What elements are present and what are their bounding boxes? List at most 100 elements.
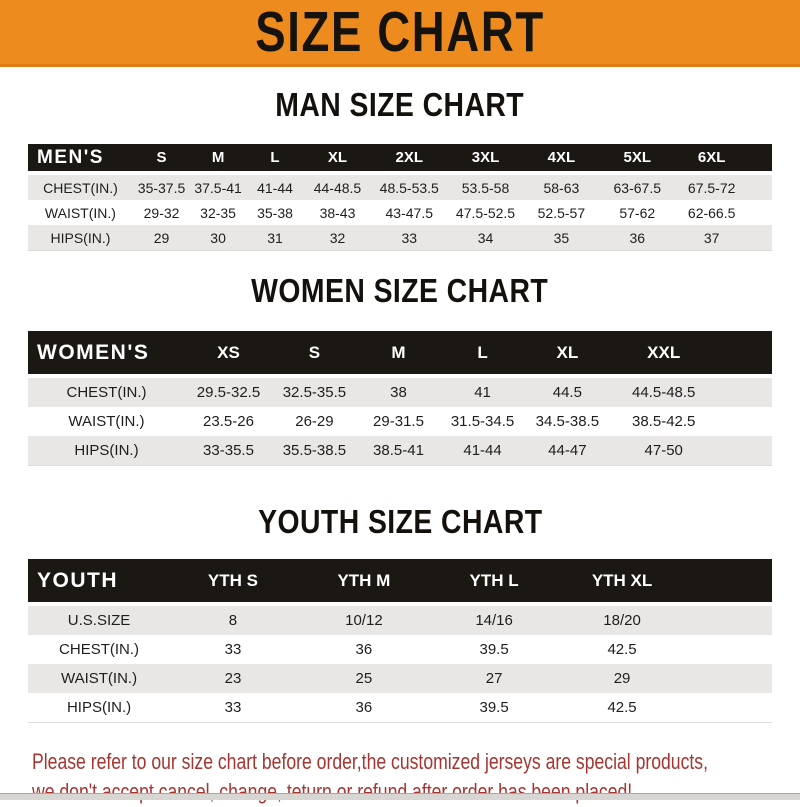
filler-cell — [717, 436, 772, 466]
youth-chest-row: CHEST(IN.) 33 36 39.5 42.5 — [28, 635, 772, 664]
cell: 18/20 — [556, 606, 688, 635]
cell: 27 — [431, 664, 557, 693]
cell: 38.5-41 — [356, 436, 441, 466]
cell: 42.5 — [556, 635, 688, 664]
cell: 53.5-58 — [447, 175, 524, 200]
cell: 32 — [304, 225, 371, 251]
men-section-heading-text: MAN SIZE CHART — [275, 86, 525, 123]
cell: 25 — [295, 664, 432, 693]
cell: 29-32 — [132, 200, 191, 225]
cell: 34 — [447, 225, 524, 251]
cell: 33 — [170, 635, 296, 664]
filler-cell — [687, 693, 772, 723]
cell: 44-48.5 — [304, 175, 371, 200]
filler-cell — [687, 664, 772, 693]
cell: 36 — [599, 225, 676, 251]
men-section-heading: MAN SIZE CHART — [0, 87, 800, 127]
youth-section-heading-text: YOUTH SIZE CHART — [257, 503, 543, 540]
cell: 14/16 — [431, 606, 557, 635]
mens-waist-row: WAIST(IN.) 29-32 32-35 35-38 38-43 43-47… — [28, 200, 772, 225]
filler-cell — [748, 225, 772, 251]
cell: 41-44 — [245, 175, 304, 200]
filler-cell — [717, 378, 772, 407]
cell: 38 — [356, 378, 441, 407]
size-chart-banner: SIZE CHART — [0, 0, 800, 67]
mens-size-table: MEN'S S M L XL 2XL 3XL 4XL 5XL 6XL CHEST… — [28, 144, 772, 251]
mens-header-label: MEN'S — [28, 144, 133, 175]
cell: 32.5-35.5 — [272, 378, 357, 407]
cell: 35-37.5 — [132, 175, 191, 200]
filler-cell — [717, 407, 772, 436]
womens-col-xxl: XXL — [609, 331, 718, 378]
row-label: HIPS(IN.) — [28, 436, 185, 466]
cell: 57-62 — [599, 200, 676, 225]
cell: 37 — [675, 225, 749, 251]
cell: 42.5 — [556, 693, 688, 723]
mens-col-6xl: 6XL — [675, 144, 749, 175]
cell: 34.5-38.5 — [524, 407, 610, 436]
cell: 36 — [295, 635, 432, 664]
womens-col-m: M — [356, 331, 441, 378]
cell: 31.5-34.5 — [440, 407, 525, 436]
mens-col-2xl: 2XL — [370, 144, 448, 175]
cell: 41-44 — [440, 436, 525, 466]
cell: 63-67.5 — [599, 175, 676, 200]
bottom-edge-strip — [0, 793, 800, 800]
women-section-heading: WOMEN SIZE CHART — [0, 273, 800, 313]
mens-col-4xl: 4XL — [523, 144, 600, 175]
filler-cell — [748, 144, 772, 175]
youth-header-row: YOUTH YTH S YTH M YTH L YTH XL — [28, 559, 772, 606]
cell: 67.5-72 — [675, 175, 749, 200]
cell: 38-43 — [304, 200, 371, 225]
cell: 23 — [170, 664, 296, 693]
cell: 62-66.5 — [675, 200, 749, 225]
cell: 8 — [170, 606, 296, 635]
womens-header-label: WOMEN'S — [28, 331, 185, 378]
filler-cell — [687, 635, 772, 664]
cell: 47-50 — [609, 436, 718, 466]
womens-col-l: L — [440, 331, 525, 378]
cell: 33 — [170, 693, 296, 723]
youth-hips-row: HIPS(IN.) 33 36 39.5 42.5 — [28, 693, 772, 723]
row-label: WAIST(IN.) — [28, 200, 133, 225]
cell: 10/12 — [295, 606, 432, 635]
mens-header-row: MEN'S S M L XL 2XL 3XL 4XL 5XL 6XL — [28, 144, 772, 175]
mens-col-3xl: 3XL — [447, 144, 524, 175]
disclaimer-footer: Please refer to our size chart before or… — [32, 747, 800, 807]
cell: 29 — [556, 664, 688, 693]
cell: 37.5-41 — [190, 175, 246, 200]
womens-hips-row: HIPS(IN.) 33-35.5 35.5-38.5 38.5-41 41-4… — [28, 436, 772, 466]
cell: 43-47.5 — [370, 200, 448, 225]
womens-header-row: WOMEN'S XS S M L XL XXL — [28, 331, 772, 378]
youth-size-table: YOUTH YTH S YTH M YTH L YTH XL U.S.SIZE … — [28, 559, 772, 723]
youth-section-heading: YOUTH SIZE CHART — [0, 504, 800, 544]
row-label: HIPS(IN.) — [28, 225, 133, 251]
mens-col-m: M — [190, 144, 246, 175]
women-section-heading-text: WOMEN SIZE CHART — [251, 272, 549, 309]
cell: 30 — [190, 225, 246, 251]
womens-col-xs: XS — [184, 331, 273, 378]
cell: 35-38 — [245, 200, 304, 225]
row-label: CHEST(IN.) — [28, 175, 133, 200]
cell: 36 — [295, 693, 432, 723]
filler-cell — [717, 331, 772, 378]
womens-chest-row: CHEST(IN.) 29.5-32.5 32.5-35.5 38 41 44.… — [28, 378, 772, 407]
mens-col-xl: XL — [304, 144, 371, 175]
row-label: WAIST(IN.) — [28, 664, 171, 693]
mens-col-5xl: 5XL — [599, 144, 676, 175]
cell: 23.5-26 — [184, 407, 273, 436]
cell: 44.5-48.5 — [609, 378, 718, 407]
row-label: CHEST(IN.) — [28, 635, 171, 664]
row-label: HIPS(IN.) — [28, 693, 171, 723]
youth-waist-row: WAIST(IN.) 23 25 27 29 — [28, 664, 772, 693]
cell: 39.5 — [431, 635, 557, 664]
filler-cell — [687, 606, 772, 635]
row-label: U.S.SIZE — [28, 606, 171, 635]
cell: 26-29 — [272, 407, 357, 436]
mens-col-s: S — [132, 144, 191, 175]
womens-col-s: S — [272, 331, 357, 378]
mens-hips-row: HIPS(IN.) 29 30 31 32 33 34 35 36 37 — [28, 225, 772, 251]
cell: 47.5-52.5 — [447, 200, 524, 225]
filler-cell — [748, 200, 772, 225]
mens-col-l: L — [245, 144, 304, 175]
